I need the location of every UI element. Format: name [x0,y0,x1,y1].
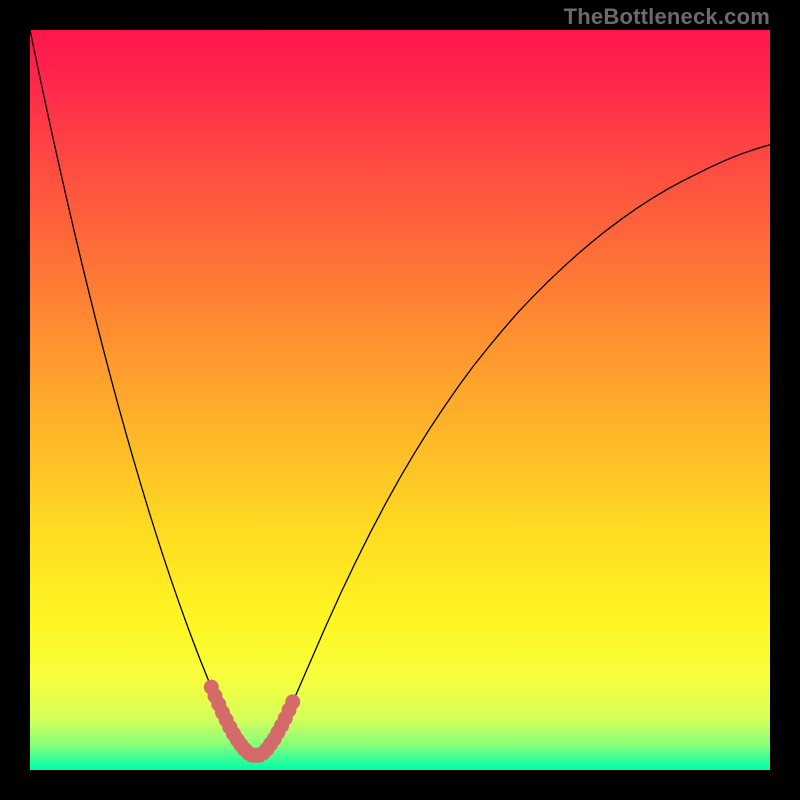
plot-area [30,30,770,770]
bottleneck-curve [30,30,770,755]
curve-layer [30,30,770,770]
frame: TheBottleneck.com [0,0,800,800]
highlight-marker [285,694,300,709]
highlight-group [204,680,300,763]
watermark-text: TheBottleneck.com [564,4,770,30]
